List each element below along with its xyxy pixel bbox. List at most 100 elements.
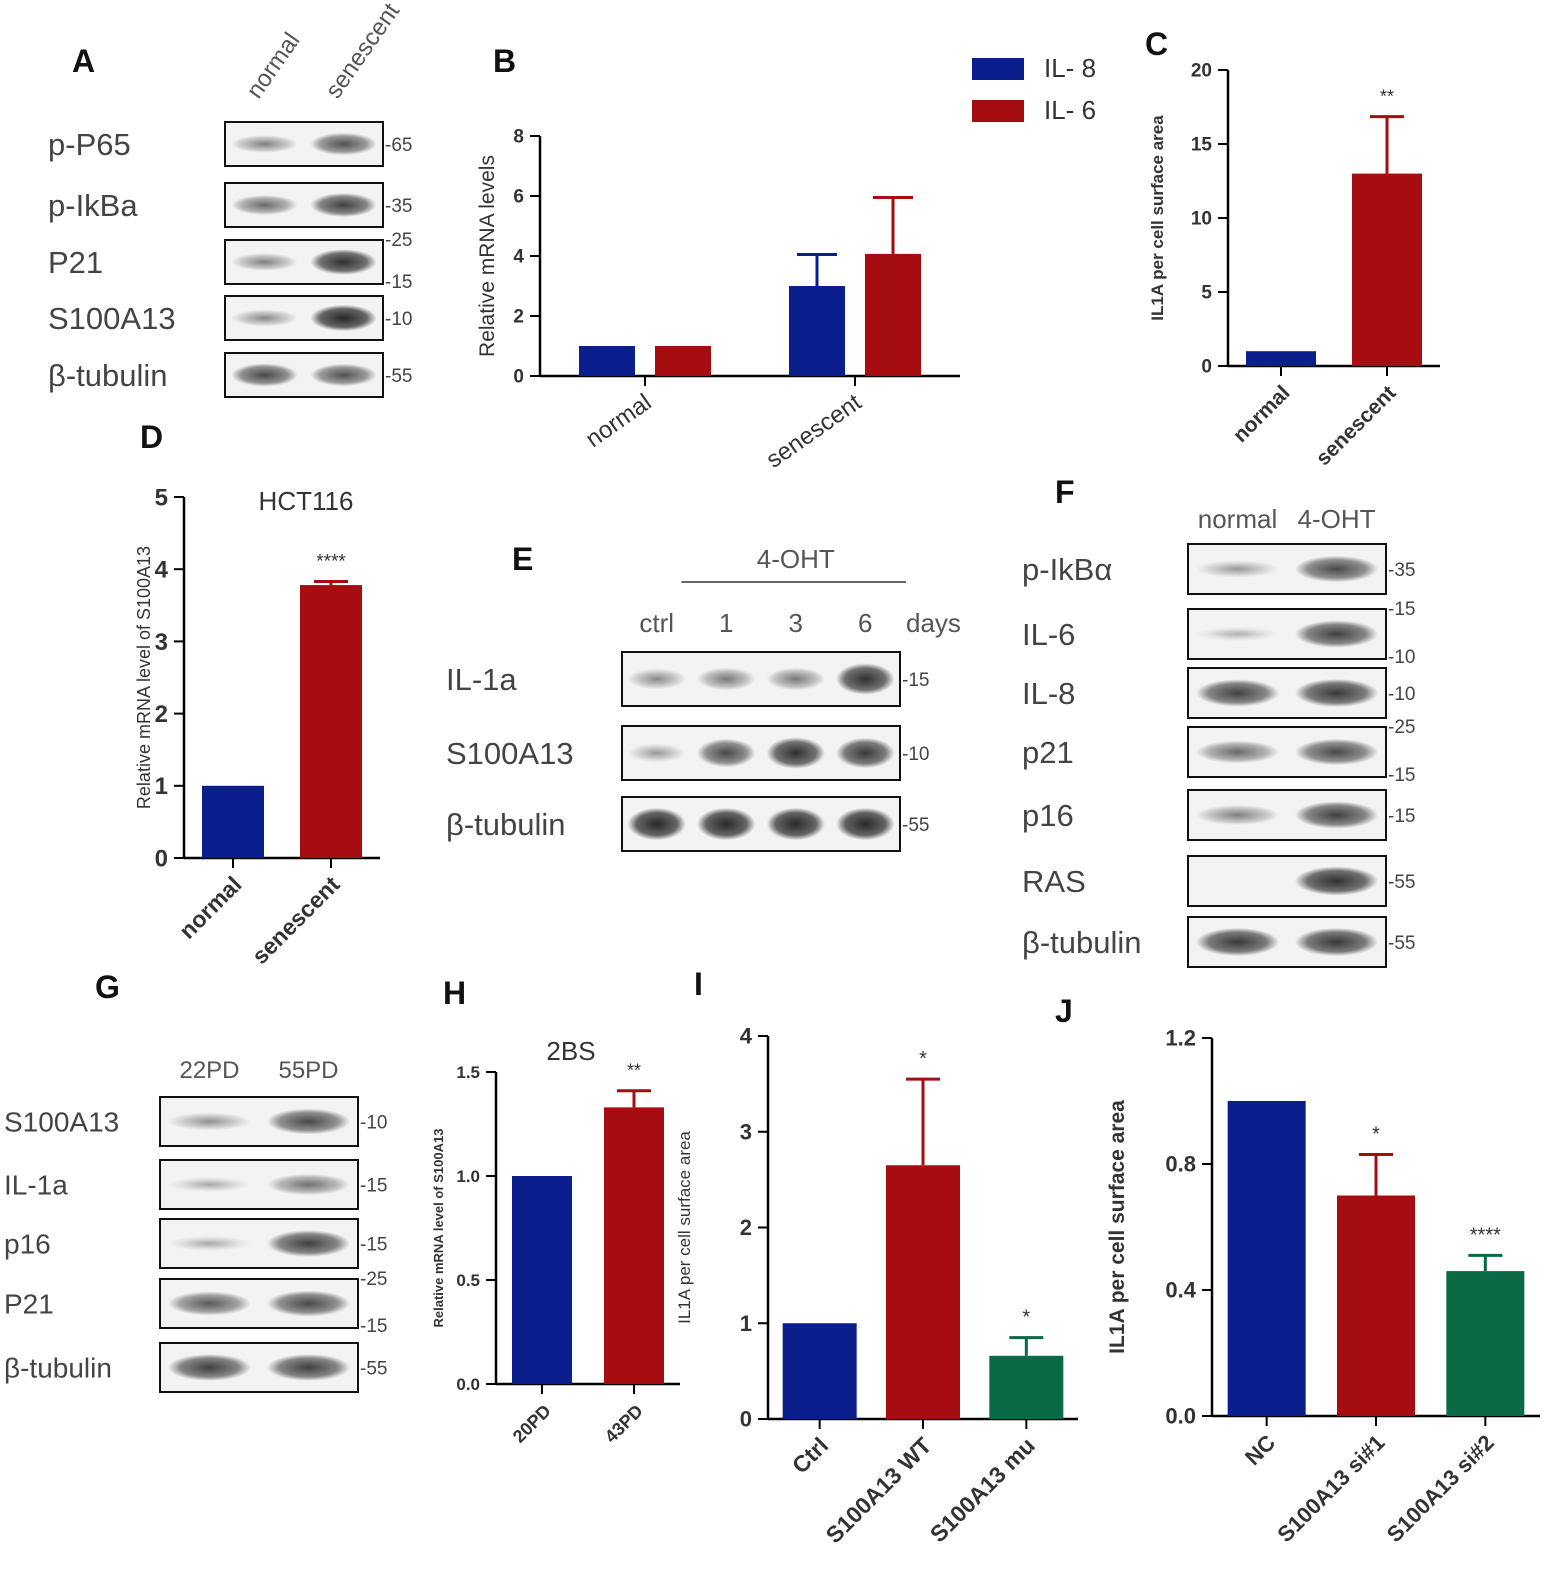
x-category-label: Ctrl bbox=[787, 1432, 833, 1478]
mw-marker: -10 bbox=[1388, 647, 1415, 668]
blot-band bbox=[836, 737, 895, 769]
blot-band bbox=[266, 1354, 351, 1381]
y-tick-label: 4 bbox=[155, 557, 169, 584]
y-tick-label: 4 bbox=[513, 247, 524, 268]
legend-swatch bbox=[972, 58, 1024, 80]
bar-2 bbox=[886, 1165, 960, 1419]
mw-marker: -25 bbox=[385, 230, 412, 251]
mw-marker: -15 bbox=[1388, 765, 1415, 786]
bar-2 bbox=[604, 1107, 664, 1384]
blot-band bbox=[310, 249, 377, 275]
blot-band bbox=[1294, 555, 1379, 583]
blot-band bbox=[266, 1230, 351, 1257]
y-axis-label: IL1A per cell surface area bbox=[1148, 115, 1167, 321]
significance-marker: ** bbox=[1380, 87, 1394, 107]
lane-label: 22PD bbox=[179, 1057, 239, 1084]
bar-1 bbox=[1246, 351, 1316, 366]
bar-2 bbox=[1352, 173, 1422, 366]
blot-row-label: P21 bbox=[48, 245, 103, 280]
panel-letter-C: C bbox=[1145, 26, 1168, 62]
bar-3 bbox=[1446, 1271, 1525, 1416]
y-tick-label: 1 bbox=[740, 1311, 752, 1336]
panel-letter-D: D bbox=[140, 419, 163, 455]
blot-band bbox=[231, 253, 298, 271]
blot-band bbox=[266, 1108, 351, 1135]
mw-marker: -55 bbox=[385, 366, 412, 387]
blot-band bbox=[231, 194, 298, 216]
bar-il-6 bbox=[655, 346, 711, 376]
blot-band bbox=[310, 192, 377, 218]
y-tick-label: 5 bbox=[1201, 283, 1212, 304]
chart-title: HCT116 bbox=[259, 486, 354, 516]
mw-marker: -15 bbox=[360, 1176, 387, 1197]
y-tick-label: 0 bbox=[740, 1407, 752, 1432]
significance-marker: **** bbox=[1470, 1224, 1501, 1246]
blot-band bbox=[1195, 560, 1280, 578]
blot-band bbox=[1294, 801, 1379, 829]
blot-row-label: IL-8 bbox=[1022, 676, 1075, 711]
mw-marker: -10 bbox=[1388, 684, 1415, 705]
y-tick-label: 0.0 bbox=[456, 1375, 480, 1394]
y-tick-label: 0.8 bbox=[1165, 1152, 1196, 1177]
mw-marker: -15 bbox=[360, 1235, 387, 1256]
blot-band bbox=[766, 737, 825, 769]
x-category-label: NC bbox=[1240, 1430, 1280, 1470]
panel-letter-G: G bbox=[95, 969, 120, 1005]
mw-marker: -10 bbox=[360, 1113, 387, 1134]
blot-row-label: S100A13 bbox=[48, 301, 176, 336]
mw-marker: -65 bbox=[385, 135, 412, 156]
y-tick-label: 20 bbox=[1191, 61, 1212, 82]
significance-marker: * bbox=[1022, 1307, 1030, 1329]
significance-marker: ** bbox=[627, 1061, 641, 1081]
blot-band bbox=[310, 304, 377, 332]
y-tick-label: 4 bbox=[740, 1024, 753, 1049]
blot-band bbox=[1195, 679, 1280, 707]
blot-band bbox=[310, 363, 377, 387]
blot-band bbox=[627, 807, 686, 841]
y-tick-label: 2 bbox=[740, 1215, 752, 1240]
blot-row-label: IL-1a bbox=[4, 1169, 68, 1200]
y-tick-label: 2 bbox=[513, 307, 524, 328]
y-tick-label: 1.2 bbox=[1165, 1026, 1196, 1051]
bar-1 bbox=[782, 1323, 857, 1419]
panel-letter-B: B bbox=[493, 43, 516, 79]
legend-label: IL- 8 bbox=[1044, 53, 1096, 83]
x-category-label: senescent bbox=[761, 389, 866, 474]
mw-marker: -55 bbox=[360, 1359, 387, 1380]
blot-row-label: β-tubulin bbox=[1022, 925, 1142, 960]
y-tick-label: 1.0 bbox=[456, 1167, 480, 1186]
blot-row-label: IL-1a bbox=[446, 662, 517, 697]
mw-marker: -15 bbox=[385, 272, 412, 293]
x-category-label: S100A13 WT bbox=[821, 1432, 937, 1548]
x-category-label: 20PD bbox=[509, 1401, 555, 1447]
bar-il-8 bbox=[789, 286, 845, 376]
blot-row-label: p21 bbox=[1022, 735, 1074, 770]
blot-row-label: p-IkBα bbox=[1022, 552, 1112, 587]
blot-band bbox=[167, 1112, 252, 1131]
panel-letter-E: E bbox=[512, 541, 533, 577]
bar-il-8 bbox=[579, 346, 635, 376]
y-tick-label: 0.0 bbox=[1165, 1404, 1196, 1429]
lane-label: normal bbox=[1198, 504, 1277, 534]
blot-band bbox=[231, 135, 298, 153]
blot-band bbox=[1294, 866, 1379, 896]
blot-row-label: S100A13 bbox=[446, 736, 574, 771]
lane-label: 55PD bbox=[278, 1057, 338, 1084]
blot-band bbox=[167, 1354, 252, 1381]
panel-letter-J: J bbox=[1055, 993, 1073, 1029]
blot-band bbox=[266, 1173, 351, 1196]
y-axis-label: IL1A per cell surface area bbox=[1106, 1100, 1129, 1354]
x-category-label: normal bbox=[1229, 381, 1295, 447]
blot-band bbox=[697, 667, 756, 691]
blot-band bbox=[231, 309, 298, 327]
blot-band bbox=[231, 363, 298, 387]
y-tick-label: 5 bbox=[155, 484, 168, 511]
legend-swatch bbox=[972, 100, 1024, 122]
x-category-label: senescent bbox=[247, 871, 345, 969]
y-tick-label: 8 bbox=[513, 127, 524, 148]
mw-marker: -15 bbox=[360, 1316, 387, 1337]
blot-row-label: S100A13 bbox=[4, 1106, 119, 1137]
mw-marker: -10 bbox=[902, 744, 929, 765]
panel-letter-H: H bbox=[443, 975, 466, 1011]
